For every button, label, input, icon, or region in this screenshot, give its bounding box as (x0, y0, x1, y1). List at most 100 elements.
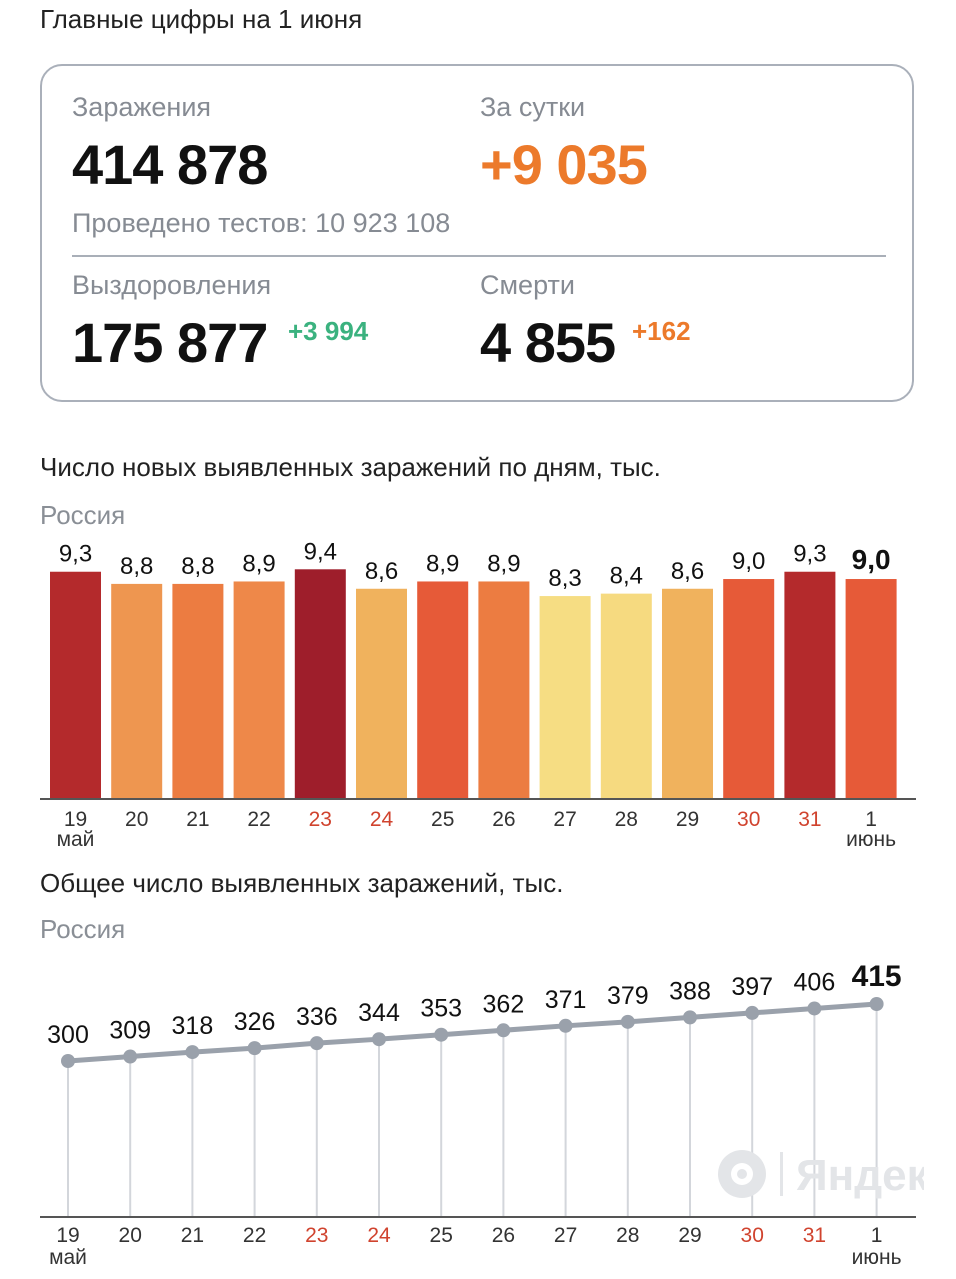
data-label: 9,3 (793, 541, 826, 568)
data-label: 309 (109, 1017, 151, 1045)
recoveries-label: Выздоровления (72, 270, 272, 300)
data-label: 8,3 (548, 565, 581, 592)
summary-card: Заражения 414 878 За сутки +9 035 Провед… (40, 64, 914, 402)
recoveries-delta: +3 994 (288, 316, 369, 346)
data-label: 397 (731, 973, 773, 1001)
bar (662, 588, 713, 798)
tick-label: 25 (431, 808, 454, 831)
bar (50, 571, 101, 798)
bar (172, 583, 224, 798)
tick-label: 29 (678, 1224, 701, 1247)
data-label: 9,0 (732, 548, 765, 575)
data-label: 9,0 (852, 544, 891, 575)
data-point (309, 1036, 324, 1051)
data-label: 8,4 (610, 563, 643, 590)
tick-label: 21 (186, 808, 209, 831)
data-point (123, 1049, 138, 1064)
data-point (745, 1005, 760, 1020)
data-point (372, 1032, 386, 1047)
tick-label: 26 (492, 1224, 515, 1247)
tick-label: 30 (737, 808, 760, 831)
data-label: 344 (358, 999, 400, 1027)
data-label: 336 (296, 1003, 338, 1031)
data-point (434, 1027, 449, 1042)
bar (539, 596, 591, 798)
tick-label: 19 (56, 1224, 79, 1247)
recoveries-value: 175 877 (72, 311, 268, 374)
tick-label: 27 (553, 808, 576, 831)
tick-label: 23 (309, 808, 332, 831)
tick-label: 1 (871, 1224, 883, 1247)
total-chart-region: Россия (40, 914, 126, 944)
bar (111, 583, 163, 798)
data-label: 8,9 (242, 550, 275, 577)
data-label: 371 (545, 986, 587, 1014)
infections-value: 414 878 (72, 133, 268, 196)
data-label: 388 (669, 977, 711, 1005)
daily-chart-title: Число новых выявленных заражений по дням… (40, 452, 661, 482)
month-label: май (57, 828, 95, 851)
data-label: 406 (794, 968, 836, 996)
data-label: 9,3 (59, 541, 92, 568)
tick-label: 30 (741, 1224, 764, 1247)
infections-label: Заражения (72, 92, 212, 122)
bar (845, 579, 897, 798)
bar (600, 593, 652, 798)
bar (294, 569, 346, 798)
data-point (558, 1018, 573, 1033)
tick-label: 29 (676, 808, 699, 831)
data-label: 9,4 (304, 538, 337, 565)
data-point (496, 1023, 511, 1038)
month-label: июнь (852, 1246, 902, 1269)
data-point (61, 1054, 75, 1068)
data-point (185, 1045, 200, 1060)
series-line (67, 1001, 877, 1064)
tick-label: 27 (554, 1224, 577, 1247)
total-chart-title: Общее число выявленных заражений, тыс. (40, 868, 564, 898)
data-label: 8,6 (365, 558, 398, 585)
data-label: 362 (483, 990, 525, 1018)
daily-chart-region: Россия (40, 500, 126, 530)
data-label: 8,8 (120, 553, 153, 580)
tick-label: 22 (243, 1224, 266, 1247)
month-label: июнь (846, 828, 896, 851)
tick-label: 24 (370, 808, 394, 831)
data-label: 8,9 (487, 550, 520, 577)
data-label: 326 (234, 1008, 276, 1036)
tick-label: 31 (803, 1224, 826, 1247)
data-label: 379 (607, 982, 649, 1010)
tick-label: 31 (798, 808, 821, 831)
data-point (683, 1010, 697, 1025)
tick-label: 24 (367, 1224, 391, 1247)
bar (233, 581, 285, 798)
tick-label: 19 (64, 808, 87, 831)
yandex-logo-icon: Яндекс (718, 1150, 924, 1200)
data-label: 8,8 (181, 553, 214, 580)
tick-label: 20 (125, 808, 148, 831)
daily-value: +9 035 (480, 133, 648, 196)
data-point (247, 1041, 262, 1056)
data-label: 300 (47, 1021, 89, 1049)
data-label: 8,6 (671, 558, 704, 585)
tick-label: 22 (247, 808, 270, 831)
data-point (620, 1014, 635, 1029)
month-label: май (49, 1246, 87, 1269)
daily-label: За сутки (480, 92, 586, 122)
data-label: 353 (420, 995, 462, 1023)
data-point (807, 1001, 822, 1016)
tick-label: 20 (119, 1224, 142, 1247)
tick-label: 25 (430, 1224, 453, 1247)
bar (784, 571, 836, 798)
bar (723, 579, 775, 798)
deaths-label: Смерти (480, 270, 575, 300)
bar (478, 581, 530, 798)
tick-label: 23 (305, 1224, 328, 1247)
data-label: 8,9 (426, 550, 459, 577)
tick-label: 1 (865, 808, 877, 831)
data-point (869, 997, 884, 1011)
bar (356, 588, 407, 798)
bar (417, 581, 469, 798)
tick-label: 28 (615, 808, 638, 831)
